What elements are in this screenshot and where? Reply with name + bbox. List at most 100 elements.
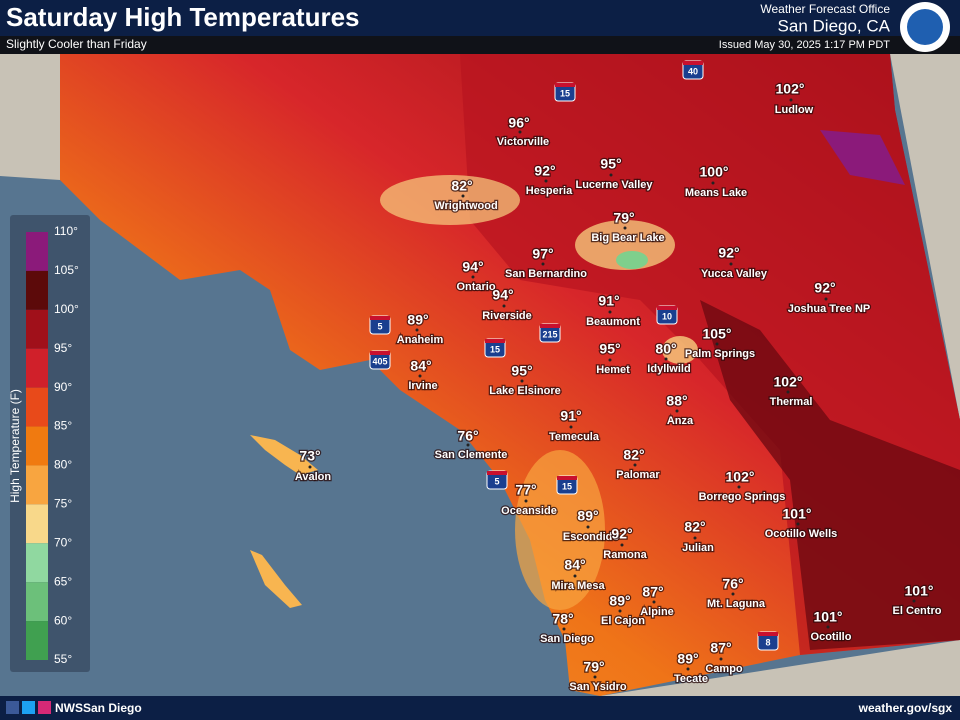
city-name: Lake Elsinore	[489, 385, 561, 397]
city-dot	[731, 592, 735, 596]
facebook-icon[interactable]	[6, 701, 19, 714]
legend-swatch	[26, 582, 48, 622]
city-name: El Cajon	[601, 615, 645, 627]
interstate-shield-top	[485, 339, 505, 343]
city-temp: 105°	[703, 326, 732, 342]
city-name: Beaumont	[586, 316, 640, 328]
interstate-number: 10	[662, 311, 672, 321]
city-dot	[620, 543, 624, 547]
city-temp: 79°	[613, 210, 634, 226]
youtube-icon[interactable]	[38, 701, 51, 714]
city-name: Borrego Springs	[699, 491, 786, 503]
hot-zone	[700, 300, 960, 650]
interstate-shield-top	[487, 471, 507, 475]
city-name: San Clemente	[435, 449, 508, 461]
city-temp: 73°	[299, 448, 320, 464]
city-dot	[544, 179, 548, 183]
city-dot	[652, 600, 656, 604]
social-handle[interactable]: NWSSan Diego	[55, 701, 142, 715]
interstate-number: 15	[490, 344, 500, 354]
city-dot	[826, 625, 830, 629]
city-temp: 96°	[508, 115, 529, 131]
city-temp: 78°	[552, 611, 573, 627]
legend-tick-label: 95°	[54, 341, 72, 355]
legend-tick-label: 85°	[54, 419, 72, 433]
interstate-shield-top	[557, 476, 577, 480]
city-name: Riverside	[482, 310, 532, 322]
city-name: El Centro	[893, 605, 942, 617]
city-temp: 80°	[655, 341, 676, 357]
legend-tick-label: 110°	[54, 224, 78, 238]
interstate-number: 405	[372, 356, 387, 366]
city-temp: 89°	[577, 508, 598, 524]
city-dot	[729, 262, 733, 266]
city-temp: 76°	[457, 428, 478, 444]
city-temp: 102°	[726, 469, 755, 485]
city-temp: 92°	[718, 245, 739, 261]
city-dot	[618, 609, 622, 613]
city-dot	[693, 536, 697, 540]
city-name: Wrightwood	[434, 200, 497, 212]
city-temp: 92°	[534, 163, 555, 179]
interstate-shield-top	[370, 316, 390, 320]
cool-zone	[662, 336, 698, 364]
city-name: Anaheim	[397, 334, 444, 346]
city-temp: 95°	[511, 363, 532, 379]
city-name: Irvine	[408, 380, 437, 392]
legend-tick-label: 60°	[54, 613, 72, 627]
city-temp: 92°	[814, 280, 835, 296]
city-name: Ocotillo Wells	[765, 528, 838, 540]
legend-swatch	[26, 387, 48, 427]
city-name: Mira Mesa	[551, 580, 605, 592]
legend-swatch	[26, 465, 48, 505]
interstate-shield-top	[370, 351, 390, 355]
twitter-icon[interactable]	[22, 701, 35, 714]
office: Weather Forecast Office	[760, 2, 890, 16]
city-dot	[608, 310, 612, 314]
city-temp: 102°	[776, 81, 805, 97]
city-name: Escondido	[563, 531, 620, 543]
city-temp: 87°	[642, 584, 663, 600]
city-temp: 101°	[783, 506, 812, 522]
city-temp: 95°	[600, 156, 621, 172]
interstate-number: 5	[377, 321, 382, 331]
city-name: Ocotillo	[811, 631, 852, 643]
legend-swatch	[26, 309, 48, 349]
city-temp: 89°	[407, 312, 428, 328]
legend-swatch	[26, 232, 48, 271]
legend-tick-label: 65°	[54, 574, 72, 588]
legend-swatch	[26, 426, 48, 466]
city-dot	[789, 98, 793, 102]
legend: High Temperature (F) 110° 105° 100° 95° 90° 8…	[8, 215, 90, 672]
nws-logo-inner	[907, 9, 943, 45]
city-name: San Ysidro	[569, 681, 627, 693]
city-name: Palomar	[616, 469, 660, 481]
interstate-number: 215	[542, 329, 557, 339]
website[interactable]: weather.gov/sgx	[858, 701, 953, 715]
subheader	[0, 36, 960, 54]
city-dot	[633, 463, 637, 467]
city-name: Ludlow	[775, 104, 814, 116]
city-dot	[415, 328, 419, 332]
city-temp: 102°	[774, 374, 803, 390]
city-temp: 97°	[532, 246, 553, 262]
city-dot	[912, 599, 916, 603]
city-temp: 89°	[677, 651, 698, 667]
city-dot	[466, 443, 470, 447]
city-dot	[608, 358, 612, 362]
title: Saturday High Temperatures	[6, 2, 360, 32]
interstate-shield-top	[758, 632, 778, 636]
city-temp: 94°	[462, 259, 483, 275]
city-dot	[562, 627, 566, 631]
city-dot	[569, 425, 573, 429]
legend-tick-label: 80°	[54, 458, 72, 472]
island	[250, 435, 318, 475]
city-dot	[593, 675, 597, 679]
interstate-shield-top	[555, 83, 575, 87]
legend-tick-label: 90°	[54, 380, 72, 394]
cool-zone	[380, 175, 520, 225]
legend-swatch	[26, 543, 48, 583]
city-temp: 92°	[611, 526, 632, 542]
interstate-number: 5	[494, 476, 499, 486]
